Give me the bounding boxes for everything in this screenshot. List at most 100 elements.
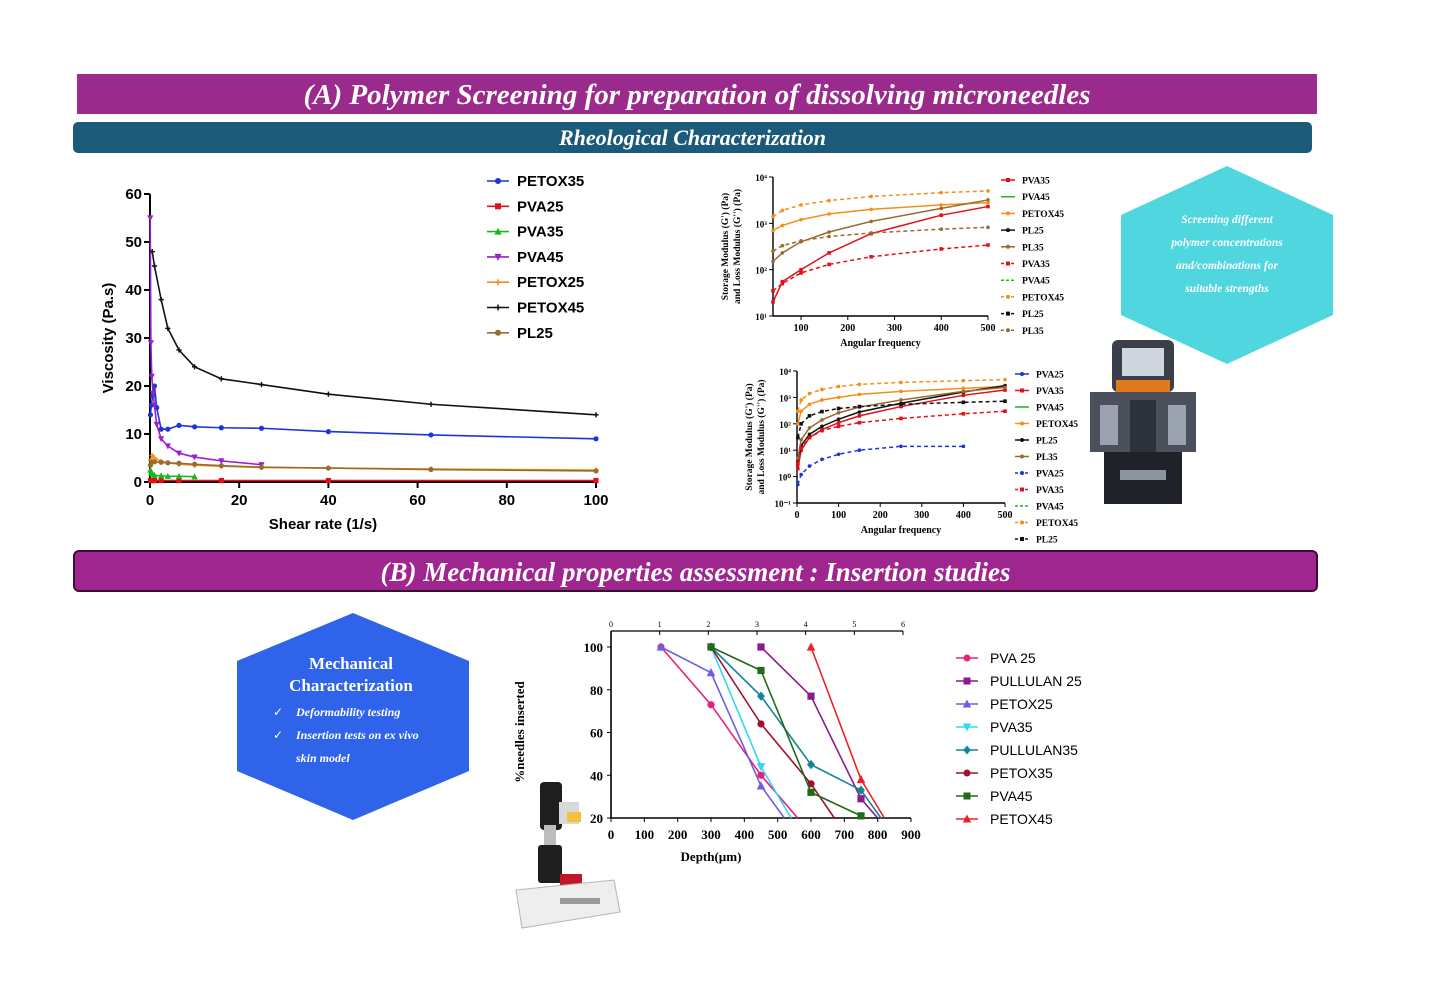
data-point <box>836 406 841 411</box>
top-tick-label: 2 <box>706 620 710 629</box>
data-point <box>869 207 873 212</box>
y-tick-label: 50 <box>125 234 142 251</box>
series-line <box>810 646 886 819</box>
data-point <box>757 691 765 701</box>
data-point <box>986 225 990 230</box>
data-point <box>799 446 803 450</box>
data-point <box>807 414 812 418</box>
data-point <box>857 404 862 409</box>
x-tick-label: 100 <box>831 510 846 521</box>
y-tick-label: 40 <box>590 768 603 783</box>
data-point <box>986 243 990 247</box>
legend-marker <box>1006 311 1010 316</box>
y-axis-label: Storage Modulus (G') (Pa) <box>720 193 731 300</box>
data-point <box>961 389 966 394</box>
cyan-hexagon-shape <box>1121 166 1333 364</box>
data-point <box>820 424 824 429</box>
data-point <box>836 452 841 457</box>
data-point <box>780 223 785 228</box>
legend-label: PVA45 <box>1022 193 1050 203</box>
data-point <box>836 411 841 415</box>
legend-marker <box>1020 471 1024 475</box>
data-point <box>593 468 599 474</box>
screening-hexagon: Screening different polymer concentratio… <box>1121 166 1333 364</box>
legend-label: PETOX45 <box>1022 210 1064 220</box>
series-line <box>660 646 785 819</box>
data-point <box>939 227 944 231</box>
top-tick-label: 5 <box>852 620 856 629</box>
y-tick-label: 10⁰ <box>778 473 791 483</box>
data-point <box>899 416 903 421</box>
x-tick-label: 900 <box>901 827 921 842</box>
y-tick-label: 0 <box>134 474 142 491</box>
data-point <box>799 409 803 414</box>
x-axis-label: Shear rate (1/s) <box>269 516 377 533</box>
section-b-banner: (B) Mechanical properties assessment : I… <box>73 550 1318 592</box>
data-point <box>807 426 812 430</box>
rheometer-band <box>1116 380 1170 392</box>
data-point <box>807 788 815 796</box>
data-point <box>191 473 198 480</box>
data-point <box>796 482 800 487</box>
data-point <box>961 411 966 416</box>
data-point <box>218 463 224 469</box>
data-point <box>325 429 331 435</box>
data-point <box>757 720 765 728</box>
x-tick-label: 400 <box>956 510 971 521</box>
series-line <box>149 217 262 466</box>
x-tick-label: 100 <box>794 323 809 334</box>
insertion-chart: 0 1 2 3 4 5 60 100 200 300 400 500 600 700 800 90020406… <box>512 620 1082 864</box>
legend-label: PVA45 <box>517 249 563 266</box>
data-point <box>164 443 171 450</box>
data-point <box>799 472 803 477</box>
viscosity-chart: 0 20 40 60 80 100 0 10 20 30 40 50 60 Shear rate (1/s… <box>100 173 609 533</box>
data-point <box>151 477 158 484</box>
legend-label: PETOX25 <box>990 696 1053 712</box>
x-tick-label: 40 <box>320 492 337 509</box>
analyzer-top <box>540 782 562 830</box>
data-point <box>836 424 841 429</box>
legend-label: PVA45 <box>1036 503 1064 513</box>
series-line <box>149 385 597 440</box>
analyzer-display <box>560 898 600 904</box>
data-point <box>939 206 944 211</box>
data-point <box>151 459 158 465</box>
data-point <box>258 425 265 431</box>
hexagon-line: Screening different <box>1181 214 1273 226</box>
data-point <box>593 477 599 484</box>
data-point <box>961 378 966 383</box>
data-point <box>325 477 331 484</box>
series-line <box>797 445 964 485</box>
top-tick-label: 1 <box>658 620 662 629</box>
data-point <box>192 424 198 430</box>
rheometer-screen <box>1122 348 1164 376</box>
data-point <box>164 472 171 479</box>
rheometer-side-right <box>1168 405 1186 445</box>
data-point <box>796 409 800 414</box>
y-tick-label: 10⁴ <box>755 173 767 183</box>
data-point <box>1003 385 1007 390</box>
legend-label: PETOX45 <box>1036 420 1078 430</box>
data-point <box>218 477 224 484</box>
data-point <box>899 389 903 394</box>
data-point <box>428 466 434 473</box>
data-point <box>656 642 666 651</box>
data-point <box>158 459 164 465</box>
legend-label: PVA45 <box>1036 404 1064 414</box>
data-point <box>796 466 800 471</box>
data-point <box>806 642 816 651</box>
legend-marker <box>963 769 971 777</box>
x-tick-label: 400 <box>735 827 755 842</box>
data-point <box>706 667 716 677</box>
legend-marker <box>1020 438 1024 442</box>
x-tick-label: 700 <box>835 827 855 842</box>
legend-marker <box>1006 328 1010 333</box>
data-point <box>961 400 966 405</box>
x-tick-label: 300 <box>887 323 902 334</box>
legend-label: PETOX45 <box>1036 519 1078 529</box>
data-point <box>836 384 841 389</box>
mechanical-hexagon: Mechanical Characterization ✓ Deformabil… <box>237 613 469 820</box>
data-point <box>771 300 775 304</box>
data-point <box>165 426 171 432</box>
legend-label: PVA35 <box>990 719 1033 735</box>
